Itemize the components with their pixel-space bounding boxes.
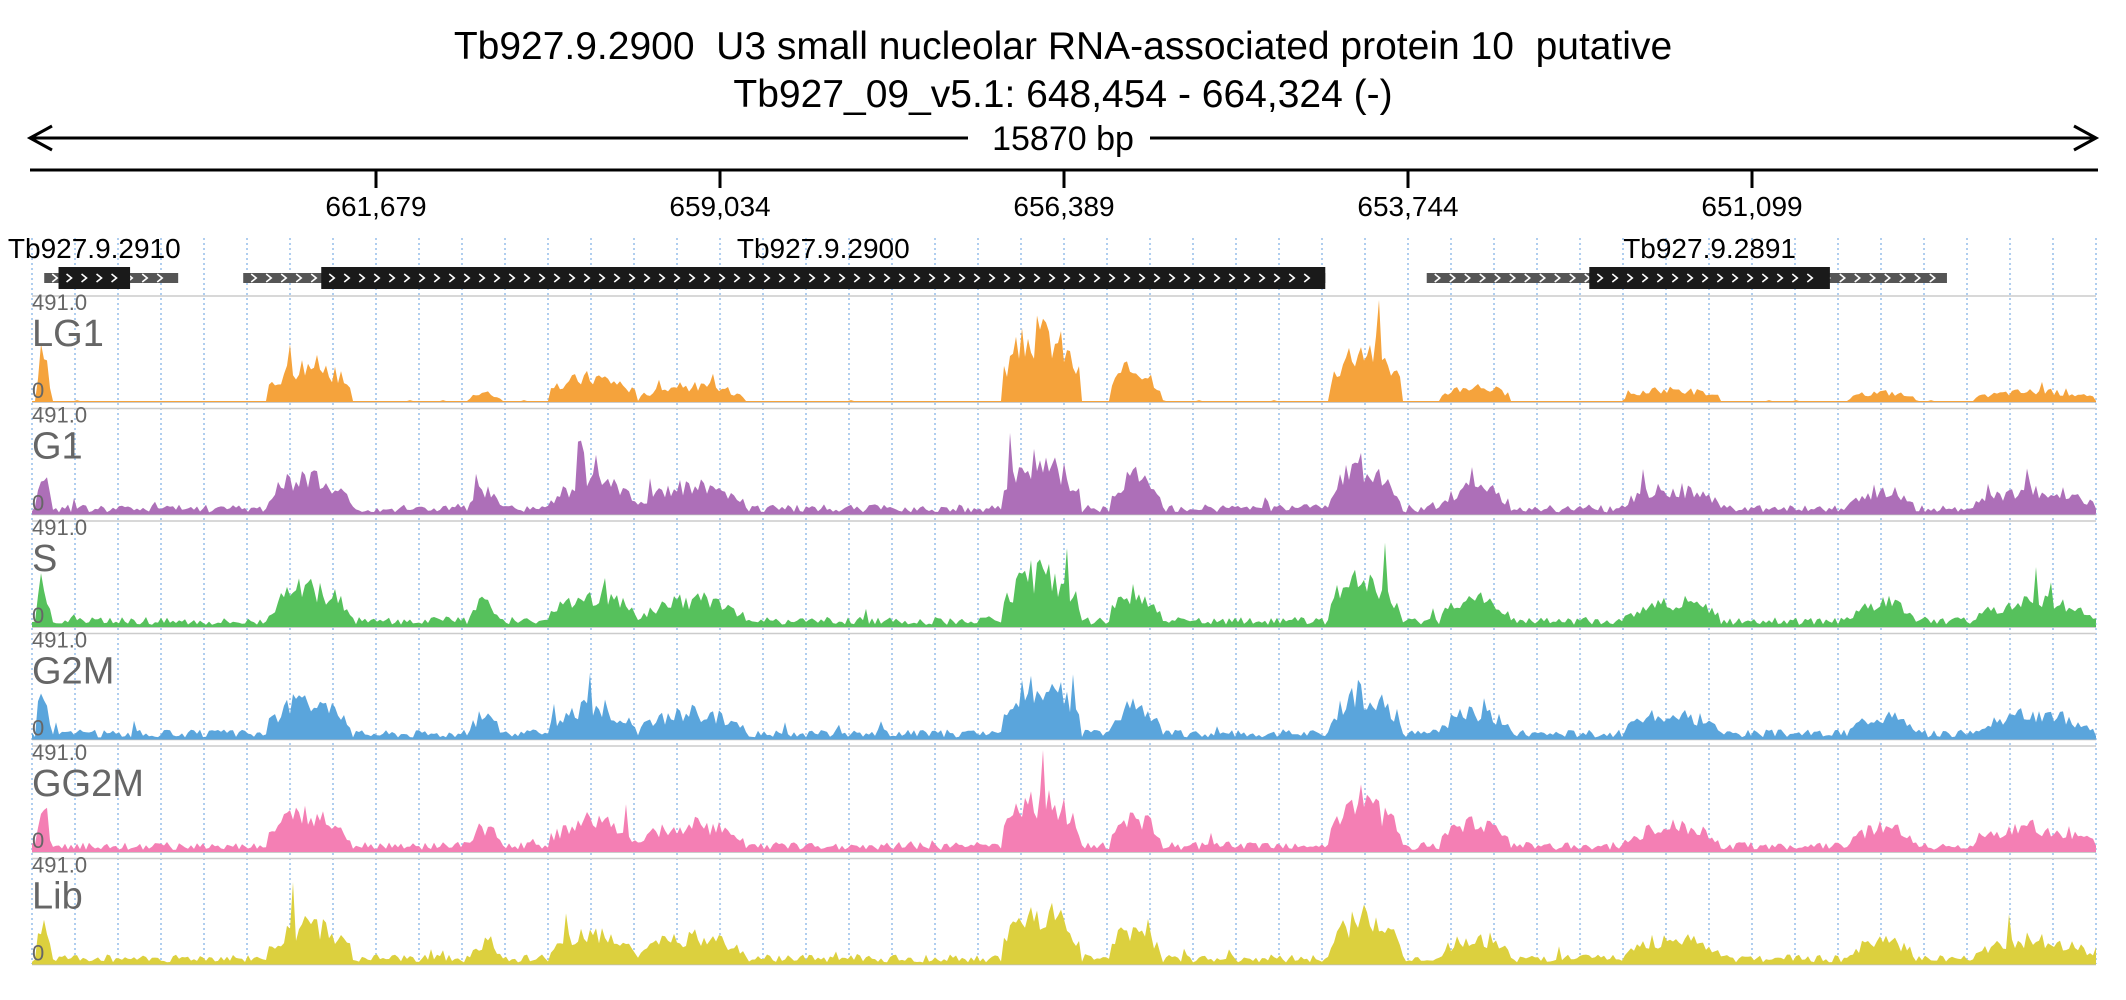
position-ruler: 661,679 659,034 656,389 653,744 651,099 xyxy=(30,168,2098,222)
span-arrow: 15870 bp xyxy=(26,120,2100,158)
gene-cds xyxy=(321,267,1326,289)
track-min-label: 0 xyxy=(32,828,44,853)
coverage-area xyxy=(32,432,2096,515)
gene-annotation-track: Tb927.9.2910 Tb927.9.2900 Tb927.9.2891 xyxy=(8,233,1947,289)
track-name: GG2M xyxy=(32,763,144,805)
track-name: Lib xyxy=(32,876,83,918)
strand-chevrons xyxy=(328,273,1311,283)
gene-label: Tb927.9.2900 xyxy=(737,233,910,264)
track-S: 491.0S 0 xyxy=(32,515,2096,628)
coverage-area xyxy=(32,673,2096,740)
track-name: G1 xyxy=(32,426,83,468)
track-min-label: 0 xyxy=(32,941,44,966)
track-max-label: 491.0 xyxy=(32,290,87,315)
track-name: S xyxy=(32,538,57,580)
track-max-label: 491.0 xyxy=(32,628,87,653)
ruler-tick-label: 656,389 xyxy=(1013,191,1114,222)
coverage-tracks: 491.0LG10491.0G10491.0S0491.0G2M0491.0GG… xyxy=(32,290,2096,966)
strand-chevrons xyxy=(66,273,118,283)
track-min-label: 0 xyxy=(32,378,44,403)
gene-cds xyxy=(1589,267,1830,289)
coverage-area xyxy=(32,882,2096,965)
ruler-tick-label: 653,744 xyxy=(1357,191,1458,222)
gene-Tb927.9.2900[interactable]: Tb927.9.2900 xyxy=(243,233,1326,289)
track-max-label: 491.0 xyxy=(32,403,87,428)
track-max-label: 491.0 xyxy=(32,515,87,540)
coverage-area xyxy=(32,542,2096,627)
span-label: 15870 bp xyxy=(992,120,1134,158)
locus-label: Tb927_09_v5.1: 648,454 - 664,324 (-) xyxy=(733,73,1393,116)
strand-chevrons xyxy=(1596,273,1814,283)
track-min-label: 0 xyxy=(32,716,44,741)
gene-title: Tb927.9.2900 U3 small nucleolar RNA-asso… xyxy=(453,25,1673,68)
track-max-label: 491.0 xyxy=(32,740,87,765)
ruler-tick-label: 659,034 xyxy=(669,191,770,222)
track-G1: 491.0G1 0 xyxy=(32,403,2096,516)
arrow-right-icon xyxy=(2073,124,2100,152)
gene-Tb927.9.2891[interactable]: Tb927.9.2891 xyxy=(1426,233,1947,289)
track-min-label: 0 xyxy=(32,491,44,516)
arrow-left-icon xyxy=(26,124,53,152)
gene-label: Tb927.9.2891 xyxy=(1623,233,1796,264)
gene-cds xyxy=(58,267,131,289)
coverage-area xyxy=(32,300,2096,402)
track-max-label: 491.0 xyxy=(32,853,87,878)
track-name: G2M xyxy=(32,651,114,693)
coverage-area xyxy=(32,750,2096,852)
track-name: LG1 xyxy=(32,313,104,355)
ruler-tick-label: 651,099 xyxy=(1701,191,1802,222)
gene-label: Tb927.9.2910 xyxy=(8,233,181,264)
gene-Tb927.9.2910[interactable]: Tb927.9.2910 xyxy=(8,233,181,289)
ruler-tick-label: 661,679 xyxy=(325,191,426,222)
track-min-label: 0 xyxy=(32,603,44,628)
